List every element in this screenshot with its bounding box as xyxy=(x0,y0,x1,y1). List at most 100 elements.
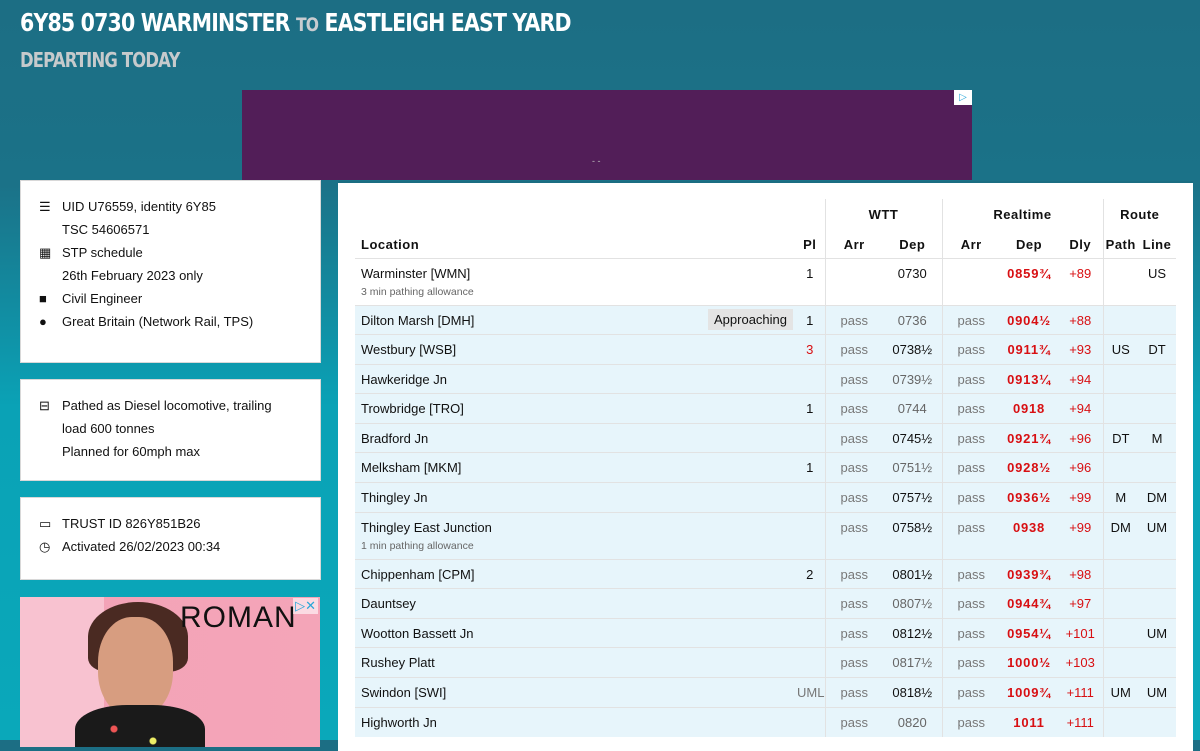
path-cell xyxy=(1102,363,1138,394)
platform-cell xyxy=(795,511,825,560)
clock-icon: ◷ xyxy=(39,539,51,554)
location-name: Dilton Marsh [DMH] xyxy=(361,312,475,328)
table-row[interactable]: Dilton Marsh [DMH] Approaching 1 pass 073… xyxy=(355,304,1176,335)
table-row[interactable]: Rushey Platt pass 0817½ pass 1000½ +103 xyxy=(355,647,1176,678)
location-name: Hawkeridge Jn xyxy=(361,371,447,387)
line-cell: UM xyxy=(1138,511,1176,560)
wtt-dep-cell: 0730 xyxy=(883,257,942,305)
sector-text: Civil Engineer xyxy=(62,291,143,306)
delay-cell: +103 xyxy=(1058,647,1103,678)
wtt-arr-cell: pass xyxy=(824,617,883,648)
path-cell: UM xyxy=(1102,677,1138,708)
line-cell xyxy=(1138,452,1176,483)
wtt-arr-cell: pass xyxy=(824,588,883,619)
delay-cell: +93 xyxy=(1058,334,1103,365)
page-title: 6Y85 0730 WARMINSTER TO EASTLEIGH EAST Y… xyxy=(20,8,572,37)
table-row[interactable]: Thingley East Junction 1 min pathing allo… xyxy=(355,511,1176,560)
calendar-icon: ▦ xyxy=(39,245,52,260)
activated-text: Activated 26/02/2023 00:34 xyxy=(62,539,221,554)
table-row[interactable]: Swindon [SWI] UML pass 0818½ pass 1009¾ … xyxy=(355,677,1176,708)
wtt-arr-cell: pass xyxy=(824,511,883,560)
uid-text: UID U76559, identity 6Y85 xyxy=(62,199,216,214)
line-cell xyxy=(1138,304,1176,335)
table-row[interactable]: Thingley Jn pass 0757½ pass 0936½ +99 M … xyxy=(355,482,1176,513)
location-cell[interactable]: Thingley Jn xyxy=(355,482,795,513)
location-cell[interactable]: Dilton Marsh [DMH] Approaching xyxy=(355,304,795,335)
advertisement-banner[interactable]: - - ▷ xyxy=(242,90,972,180)
path-cell xyxy=(1102,304,1138,335)
location-name: Swindon [SWI] xyxy=(361,685,447,701)
wtt-dep-cell: 0751½ xyxy=(883,452,942,483)
table-row[interactable]: Melksham [MKM] 1 pass 0751½ pass 0928½ +… xyxy=(355,452,1176,483)
path-cell: US xyxy=(1102,334,1138,365)
table-row[interactable]: Wootton Bassett Jn pass 0812½ pass 0954¼… xyxy=(355,617,1176,648)
location-name: Highworth Jn xyxy=(361,714,437,730)
path-cell xyxy=(1102,558,1138,589)
rt-dep-cell: 0938 xyxy=(1000,511,1058,560)
location-name: Westbury [WSB] xyxy=(361,342,457,358)
path-cell xyxy=(1102,647,1138,678)
advertisement-side[interactable]: ROMAN ▷✕ xyxy=(20,597,320,747)
line-cell xyxy=(1138,588,1176,619)
location-cell[interactable]: Thingley East Junction 1 min pathing allo… xyxy=(355,511,795,560)
platform-cell: 3 xyxy=(795,334,825,365)
platform-cell: 1 xyxy=(795,452,825,483)
platform-cell xyxy=(795,647,825,678)
location-cell[interactable]: Chippenham [CPM] xyxy=(355,558,795,589)
platform-cell xyxy=(795,706,825,737)
delay-cell: +96 xyxy=(1058,422,1103,453)
table-row[interactable]: Highworth Jn pass 0820 pass 1011 +111 xyxy=(355,706,1176,737)
table-row[interactable]: Dauntsey pass 0807½ pass 0944¾ +97 xyxy=(355,588,1176,619)
header-rt-arr: Arr xyxy=(941,229,1000,258)
location-cell[interactable]: Wootton Bassett Jn xyxy=(355,617,795,648)
trust-info-panel: ▭ TRUST ID 826Y851B26 ◷ Activated 26/02/20… xyxy=(20,497,321,580)
table-row[interactable]: Bradford Jn pass 0745½ pass 0921¾ +96 DT… xyxy=(355,422,1176,453)
location-cell[interactable]: Hawkeridge Jn xyxy=(355,363,795,394)
rt-arr-cell: pass xyxy=(941,558,1000,589)
table-row[interactable]: Warminster [WMN] 3 min pathing allowance … xyxy=(355,257,1176,305)
location-cell[interactable]: Westbury [WSB] xyxy=(355,334,795,365)
rt-dep-cell: 0954¼ xyxy=(1000,617,1058,648)
location-cell[interactable]: Swindon [SWI] xyxy=(355,677,795,708)
ad-close-icon[interactable]: ▷✕ xyxy=(293,598,318,614)
rt-arr-cell: pass xyxy=(941,617,1000,648)
location-cell[interactable]: Rushey Platt xyxy=(355,647,795,678)
wtt-dep-cell: 0801½ xyxy=(883,558,942,589)
header-path: Path xyxy=(1102,229,1138,258)
rt-dep-cell: 0918 xyxy=(1000,393,1058,424)
table-row[interactable]: Hawkeridge Jn pass 0739½ pass 0913¼ +94 xyxy=(355,363,1176,394)
header-delay: Dly xyxy=(1069,236,1092,252)
location-name: Melksham [MKM] xyxy=(361,460,462,476)
path-cell xyxy=(1102,588,1138,619)
location-cell[interactable]: Dauntsey xyxy=(355,588,795,619)
wtt-arr-cell: pass xyxy=(824,304,883,335)
rt-dep-cell: 0944¾ xyxy=(1000,588,1058,619)
location-cell[interactable]: Warminster [WMN] 3 min pathing allowance xyxy=(355,257,795,305)
rt-arr-cell: pass xyxy=(941,422,1000,453)
network-text: Great Britain (Network Rail, TPS) xyxy=(62,314,254,329)
location-name: Chippenham [CPM] xyxy=(361,566,475,582)
trust-id-text: TRUST ID 826Y851B26 xyxy=(62,516,201,531)
table-row[interactable]: Westbury [WSB] 3 pass 0738½ pass 0911¾ +… xyxy=(355,334,1176,365)
location-cell[interactable]: Melksham [MKM] xyxy=(355,452,795,483)
header-wtt: WTT xyxy=(824,199,942,229)
wtt-dep-cell: 0758½ xyxy=(883,511,942,560)
table-row[interactable]: Chippenham [CPM] 2 pass 0801½ pass 0939¾… xyxy=(355,558,1176,589)
adchoices-icon[interactable]: ▷ xyxy=(954,90,972,105)
line-cell: DT xyxy=(1138,334,1176,365)
location-cell[interactable]: Trowbridge [TRO] xyxy=(355,393,795,424)
location-name: Thingley East Junction xyxy=(361,519,492,535)
line-cell: M xyxy=(1138,422,1176,453)
location-cell[interactable]: Bradford Jn xyxy=(355,422,795,453)
title-destination: EASTLEIGH EAST YARD xyxy=(324,8,572,37)
location-cell[interactable]: Highworth Jn xyxy=(355,706,795,737)
path-cell xyxy=(1102,452,1138,483)
platform-cell: 1 xyxy=(795,393,825,424)
wtt-arr-cell: pass xyxy=(824,334,883,365)
timetable: WTT Realtime Route Location Pl Arr Dep Arr… xyxy=(355,199,1176,737)
globe-icon: ● xyxy=(39,314,47,329)
table-row[interactable]: Trowbridge [TRO] 1 pass 0744 pass 0918 +… xyxy=(355,393,1176,424)
wtt-arr-cell: pass xyxy=(824,363,883,394)
folder-icon: ■ xyxy=(39,291,47,306)
location-name: Warminster [WMN] xyxy=(361,265,471,281)
